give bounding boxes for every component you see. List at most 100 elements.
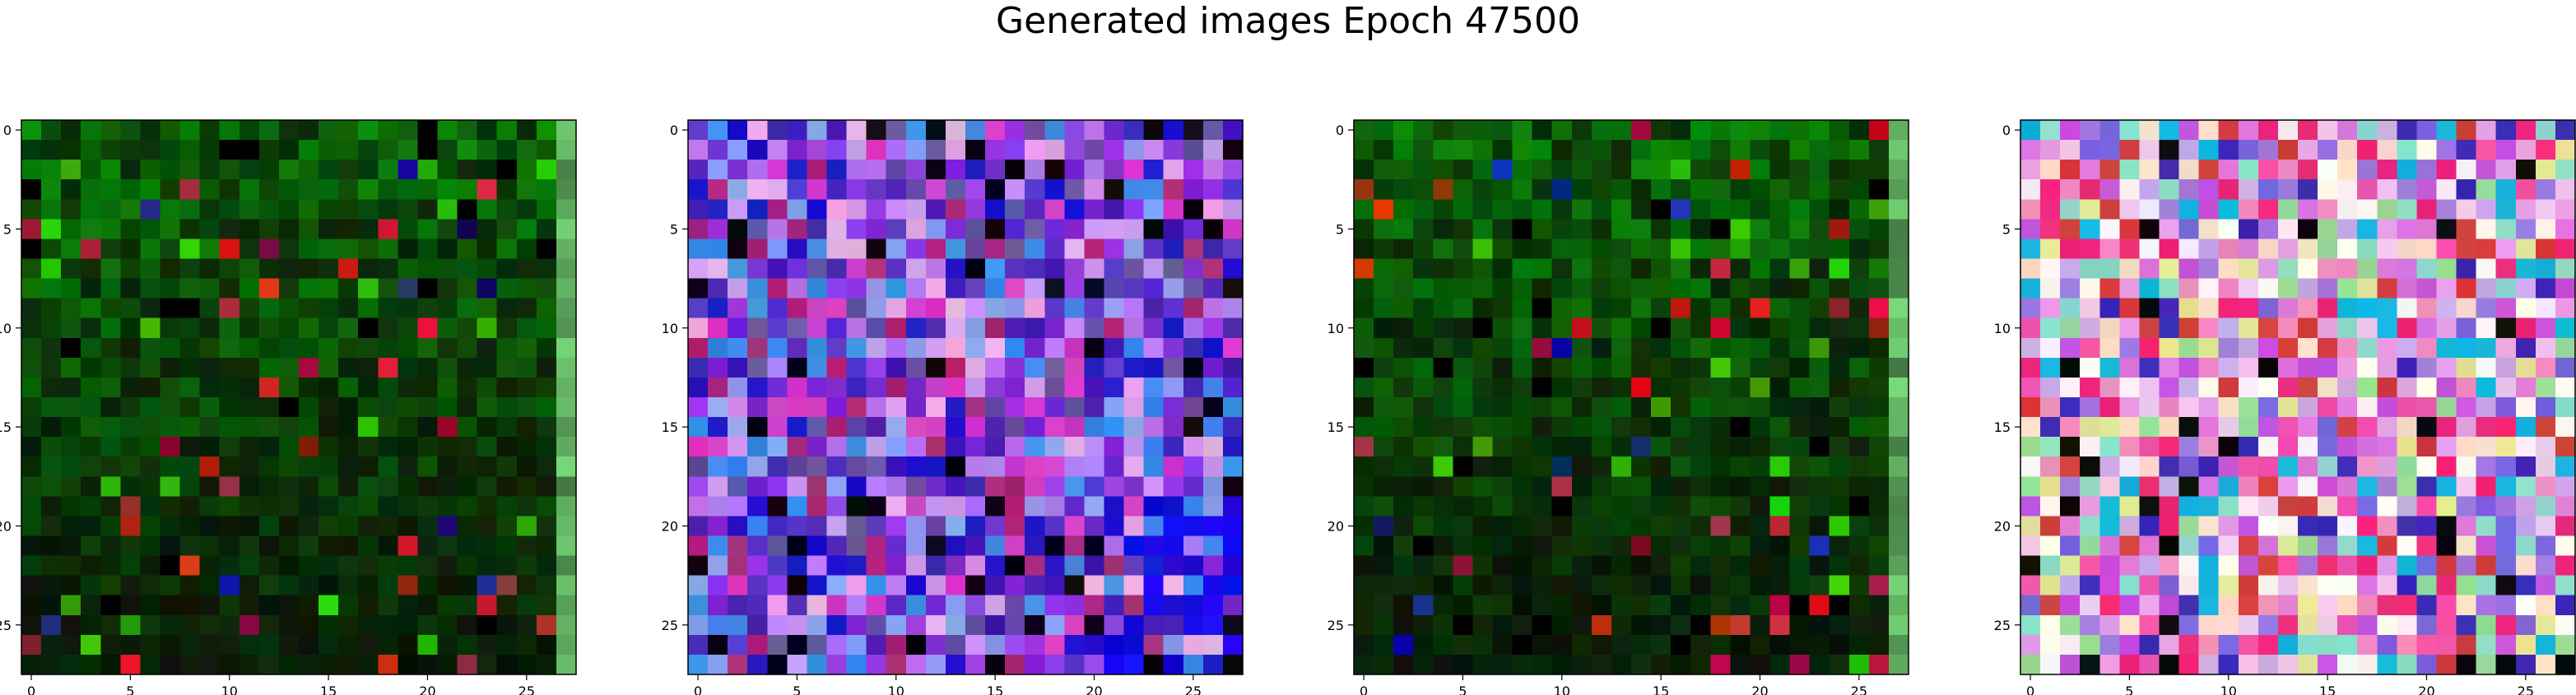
pixel-cell	[457, 317, 478, 339]
pixel-cell	[477, 555, 498, 577]
pixel-cell	[120, 654, 142, 675]
pixel-cell	[358, 179, 379, 200]
pixel-cell	[477, 298, 498, 319]
pixel-cell	[2416, 555, 2438, 577]
pixel-cell	[708, 140, 728, 160]
pixel-cell	[985, 120, 1006, 141]
pixel-cell	[2377, 595, 2397, 616]
pixel-cell	[2257, 654, 2279, 675]
pixel-cell	[378, 654, 398, 675]
pixel-cell	[516, 298, 537, 319]
pixel-cell	[688, 160, 709, 180]
pixel-cell	[2060, 160, 2081, 180]
pixel-cell	[81, 278, 101, 299]
pixel-cell	[199, 476, 221, 497]
pixel-cell	[536, 456, 557, 477]
pixel-cell	[140, 160, 161, 180]
pixel-cell	[41, 417, 62, 438]
pixel-cell	[2277, 397, 2299, 418]
figure-title: Generated images Epoch 47500	[995, 0, 1581, 42]
pixel-cell	[437, 160, 458, 180]
pixel-cell	[358, 456, 379, 477]
pixel-cell	[2040, 535, 2061, 557]
pixel-cell	[41, 278, 62, 299]
pixel-cell	[2238, 516, 2259, 537]
pixel-cell	[338, 120, 359, 141]
pixel-cell	[258, 298, 280, 319]
pixel-cell	[2198, 595, 2220, 616]
pixel-cell	[688, 120, 709, 141]
pixel-cell	[477, 278, 498, 299]
pixel-cell	[417, 377, 439, 398]
pixel-cell	[747, 179, 768, 200]
pixel-cell	[1044, 120, 1065, 141]
pixel-cell	[179, 298, 201, 319]
pixel-cell	[2159, 417, 2180, 438]
pixel-cell	[2495, 278, 2517, 299]
pixel-cell	[2040, 496, 2061, 517]
pixel-cell	[767, 120, 788, 141]
pixel-cell	[2298, 357, 2318, 378]
pixel-cell	[219, 634, 240, 656]
pixel-cell	[2178, 199, 2200, 220]
pixel-cell	[2318, 397, 2338, 418]
pixel-cell	[2257, 337, 2279, 359]
pixel-cell	[2436, 377, 2457, 398]
pixel-cell	[2416, 278, 2438, 299]
pixel-cell	[338, 258, 359, 280]
pixel-cell	[437, 278, 458, 299]
pixel-cell	[398, 575, 419, 596]
pixel-cell	[338, 219, 359, 240]
pixel-cell	[2298, 437, 2318, 457]
pixel-cell	[516, 258, 537, 280]
pixel-cell	[2277, 179, 2299, 200]
pixel-cell	[437, 535, 458, 557]
pixel-cell	[2080, 258, 2100, 280]
y-tick-label: 0	[3, 123, 12, 138]
pixel-cell	[81, 219, 101, 240]
pixel-cell	[2080, 575, 2100, 596]
pixel-cell	[985, 179, 1006, 200]
pixel-cell	[457, 258, 478, 280]
pixel-cell	[767, 160, 788, 180]
pixel-cell	[278, 555, 300, 577]
pixel-cell	[2040, 377, 2061, 398]
y-tick-label: 15	[0, 419, 12, 435]
pixel-cell	[437, 239, 458, 260]
y-tick-label: 20	[0, 518, 12, 534]
pixel-cell	[2080, 535, 2100, 557]
pixel-cell	[2119, 239, 2141, 260]
pixel-cell	[140, 654, 161, 675]
x-tick-label: 5	[2125, 683, 2133, 695]
pixel-cell	[2020, 595, 2041, 616]
pixel-cell	[140, 575, 161, 596]
pixel-cell	[199, 179, 221, 200]
pixel-cell	[2020, 555, 2041, 577]
pixel-cell	[398, 317, 419, 339]
pixel-cell	[2060, 258, 2081, 280]
pixel-cell	[2298, 516, 2318, 537]
pixel-cell	[2298, 397, 2318, 418]
pixel-cell	[299, 654, 319, 675]
pixel-cell	[2397, 258, 2418, 280]
pixel-cell	[319, 555, 339, 577]
pixel-cell	[2357, 357, 2378, 378]
pixel-cell	[2178, 140, 2200, 160]
pixel-cell	[2119, 595, 2141, 616]
pixel-cell	[2298, 614, 2318, 636]
pixel-cell	[120, 219, 142, 240]
pixel-cell	[2555, 278, 2576, 299]
pixel-cell	[1104, 120, 1125, 141]
pixel-cell	[2357, 397, 2378, 418]
pixel-cell	[278, 595, 300, 616]
pixel-cell	[258, 140, 280, 160]
pixel-cell	[2495, 417, 2517, 438]
pixel-cell	[160, 535, 181, 557]
pixel-cell	[2099, 337, 2120, 359]
pixel-cell	[2198, 654, 2220, 675]
pixel-cell	[2318, 278, 2338, 299]
pixel-cell	[2397, 239, 2418, 260]
pixel-cell	[2337, 575, 2358, 596]
pixel-cell	[120, 476, 142, 497]
pixel-cell	[41, 357, 62, 378]
